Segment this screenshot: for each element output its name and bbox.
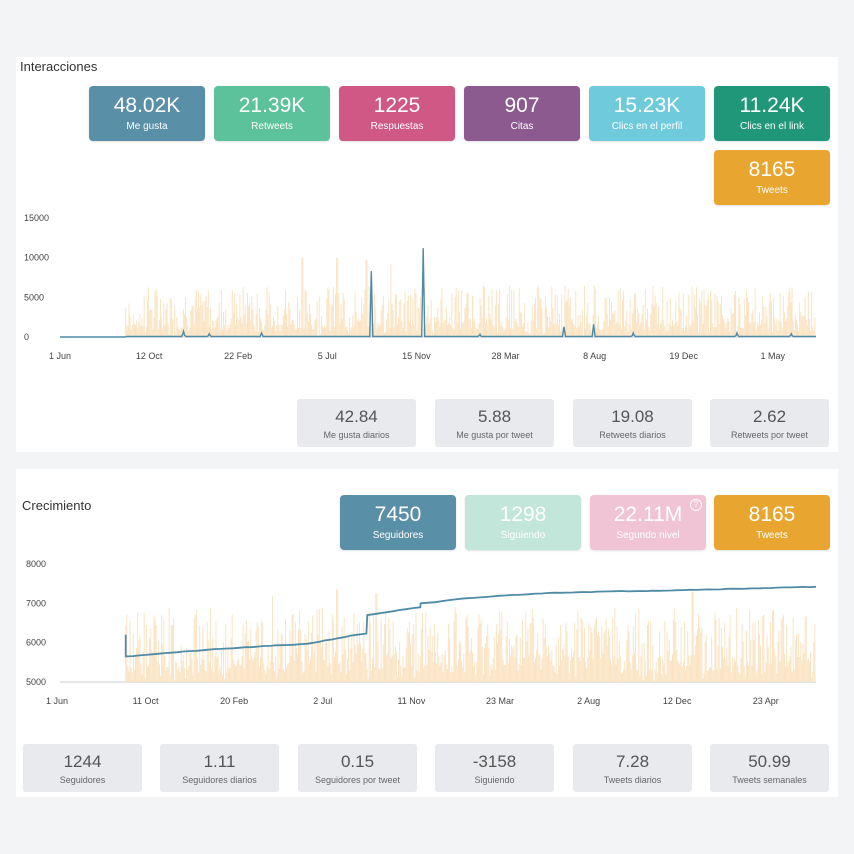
- x-tick-label: 12 Dec: [663, 696, 692, 706]
- card-tweets-value: 8165: [748, 158, 796, 181]
- card-clics-link-value: 11.24K: [739, 94, 805, 117]
- card-me-gusta-label: Me gusta: [126, 121, 168, 132]
- interactions-panel: Interacciones 48.02K Me gusta 21.39K Ret…: [16, 57, 838, 452]
- stat-seguidores-diarios-value: 1.11: [203, 752, 236, 771]
- x-tick-label: 12 Oct: [136, 351, 163, 361]
- card-respuestas[interactable]: 1225 Respuestas: [339, 86, 455, 141]
- stat-retweets-diarios-value: 19.08: [611, 407, 654, 426]
- x-tick-label: 1 May: [761, 351, 786, 361]
- stat-siguiendo-label: Siguiendo: [474, 775, 515, 785]
- x-tick-label: 8 Aug: [583, 351, 606, 361]
- stat-seguidores-diarios-label: Seguidores diarios: [182, 775, 257, 785]
- card-seguidores-label: Seguidores: [372, 530, 424, 541]
- x-tick-label: 11 Nov: [397, 696, 425, 706]
- stat-me-gusta-por-tweet-label: Me gusta por tweet: [456, 430, 533, 440]
- card-clics-perfil-label: Clics en el perfil: [611, 121, 683, 132]
- card-me-gusta[interactable]: 48.02K Me gusta: [89, 86, 205, 141]
- stat-tweets-semanales: 50.99 Tweets semanales: [710, 744, 829, 792]
- x-tick-label: 23 Apr: [753, 696, 779, 706]
- card-tweets-label: Tweets: [756, 185, 788, 196]
- seguidores-line: [124, 585, 817, 658]
- me-gusta-line: [60, 248, 816, 338]
- stat-me-gusta-por-tweet-value: 5.88: [477, 407, 512, 426]
- card-seguidores-value: 7450: [374, 503, 422, 526]
- x-tick-label: 11 Oct: [133, 696, 159, 706]
- stat-seguidores-por-tweet: 0.15 Seguidores por tweet: [298, 744, 417, 792]
- stat-tweets-diarios-value: 7.28: [615, 752, 650, 771]
- x-tick-label: 1 Jun: [49, 351, 71, 361]
- interactions-title: Interacciones: [20, 59, 98, 74]
- stat-siguiendo: -3158 Siguiendo: [435, 744, 554, 792]
- x-tick-label: 2 Jul: [313, 696, 332, 706]
- y-tick-label: 8000: [26, 559, 46, 569]
- card-respuestas-label: Respuestas: [370, 121, 424, 132]
- stat-me-gusta-diarios-value: 42.84: [335, 407, 378, 426]
- card-siguiendo-value: 1298: [499, 503, 547, 526]
- stat-me-gusta-diarios: 42.84 Me gusta diarios: [297, 399, 416, 447]
- stat-tweets-semanales-value: 50.99: [748, 752, 791, 771]
- x-tick-label: 2 Aug: [577, 696, 600, 706]
- card-seguidores[interactable]: 7450 Seguidores: [340, 495, 456, 550]
- x-tick-label: 28 Mar: [491, 351, 519, 361]
- y-tick-label: 5000: [24, 292, 44, 302]
- card-clics-link[interactable]: 11.24K Clics en el link: [714, 86, 830, 141]
- stat-me-gusta-diarios-label: Me gusta diarios: [323, 430, 390, 440]
- x-tick-label: 5 Jul: [318, 351, 337, 361]
- x-tick-label: 15 Nov: [402, 351, 431, 361]
- y-tick-label: 0: [24, 332, 29, 342]
- x-tick-label: 1 Jun: [46, 696, 68, 706]
- stat-seguidores-por-tweet-value: 0.15: [340, 752, 375, 771]
- x-tick-label: 19 Dec: [669, 351, 698, 361]
- growth-title: Crecimiento: [22, 498, 92, 513]
- stat-seguidores: 1244 Seguidores: [23, 744, 142, 792]
- stat-tweets-semanales-label: Tweets semanales: [732, 775, 807, 785]
- card-segundo-nivel-label: Segundo nivel: [616, 530, 680, 541]
- card-retweets[interactable]: 21.39K Retweets: [214, 86, 330, 141]
- y-tick-label: 10000: [24, 253, 49, 263]
- card-citas-value: 907: [504, 94, 540, 117]
- stat-tweets-diarios: 7.28 Tweets diarios: [573, 744, 692, 792]
- growth-chart: 5000 6000 7000 8000 1 Jun 11 Oct 20 Feb 2 Jul 11…: [26, 559, 817, 706]
- card-tweets-growth[interactable]: 8165 Tweets: [714, 495, 830, 550]
- growth-panel: Crecimiento 7450 Seguidores 1298 Siguien…: [16, 469, 838, 797]
- card-tweets-growth-value: 8165: [748, 503, 796, 526]
- stat-seguidores-diarios: 1.11 Seguidores diarios: [160, 744, 279, 792]
- stat-retweets-por-tweet-value: 2.62: [752, 407, 787, 426]
- stat-retweets-por-tweet: 2.62 Retweets por tweet: [710, 399, 829, 447]
- card-segundo-nivel-value: 22.11M: [613, 503, 683, 526]
- stat-retweets-por-tweet-label: Retweets por tweet: [730, 430, 809, 440]
- y-tick-label: 5000: [26, 677, 46, 687]
- stat-tweets-diarios-label: Tweets diarios: [603, 775, 662, 785]
- help-icon[interactable]: ?: [690, 499, 702, 511]
- x-tick-label: 23 Mar: [486, 696, 514, 706]
- card-tweets-growth-label: Tweets: [756, 530, 788, 541]
- y-tick-label: 6000: [26, 638, 46, 648]
- card-siguiendo[interactable]: 1298 Siguiendo: [465, 495, 581, 550]
- card-clics-link-label: Clics en el link: [740, 121, 804, 132]
- stat-retweets-diarios: 19.08 Retweets diarios: [573, 399, 692, 447]
- card-citas-label: Citas: [510, 121, 534, 132]
- interactions-chart: 0 5000 10000 15000 1 Jun 12 Oct 22 Feb 5 Jul 15 …: [24, 213, 816, 361]
- card-segundo-nivel[interactable]: 22.11M Segundo nivel ?: [590, 495, 706, 550]
- card-tweets[interactable]: 8165 Tweets: [714, 150, 830, 205]
- card-clics-perfil[interactable]: 15.23K Clics en el perfil: [589, 86, 705, 141]
- y-tick-label: 7000: [26, 598, 46, 608]
- stat-seguidores-value: 1244: [63, 752, 102, 771]
- card-me-gusta-value: 48.02K: [113, 94, 181, 117]
- stat-retweets-diarios-label: Retweets diarios: [599, 430, 666, 440]
- card-retweets-value: 21.39K: [238, 94, 306, 117]
- card-citas[interactable]: 907 Citas: [464, 86, 580, 141]
- stat-me-gusta-por-tweet: 5.88 Me gusta por tweet: [435, 399, 554, 447]
- x-tick-label: 20 Feb: [220, 696, 248, 706]
- card-siguiendo-label: Siguiendo: [500, 530, 546, 541]
- y-tick-label: 15000: [24, 213, 49, 223]
- card-retweets-label: Retweets: [251, 121, 293, 132]
- card-respuestas-value: 1225: [373, 94, 421, 117]
- card-clics-perfil-value: 15.23K: [613, 94, 681, 117]
- stat-seguidores-por-tweet-label: Seguidores por tweet: [314, 775, 401, 785]
- x-tick-label: 22 Feb: [224, 351, 252, 361]
- stat-siguiendo-value: -3158: [472, 752, 517, 771]
- stat-seguidores-label: Seguidores: [59, 775, 106, 785]
